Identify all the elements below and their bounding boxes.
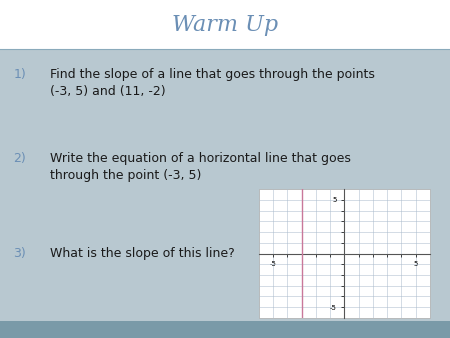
FancyBboxPatch shape	[0, 321, 450, 338]
Text: 3): 3)	[14, 247, 26, 260]
FancyBboxPatch shape	[0, 0, 450, 49]
Text: 2): 2)	[14, 152, 26, 165]
Text: Write the equation of a horizontal line that goes
through the point (-3, 5): Write the equation of a horizontal line …	[50, 152, 351, 182]
Text: 1): 1)	[14, 68, 26, 80]
Text: Find the slope of a line that goes through the points
(-3, 5) and (11, -2): Find the slope of a line that goes throu…	[50, 68, 374, 98]
Text: What is the slope of this line?: What is the slope of this line?	[50, 247, 234, 260]
Text: Warm Up: Warm Up	[172, 14, 278, 35]
